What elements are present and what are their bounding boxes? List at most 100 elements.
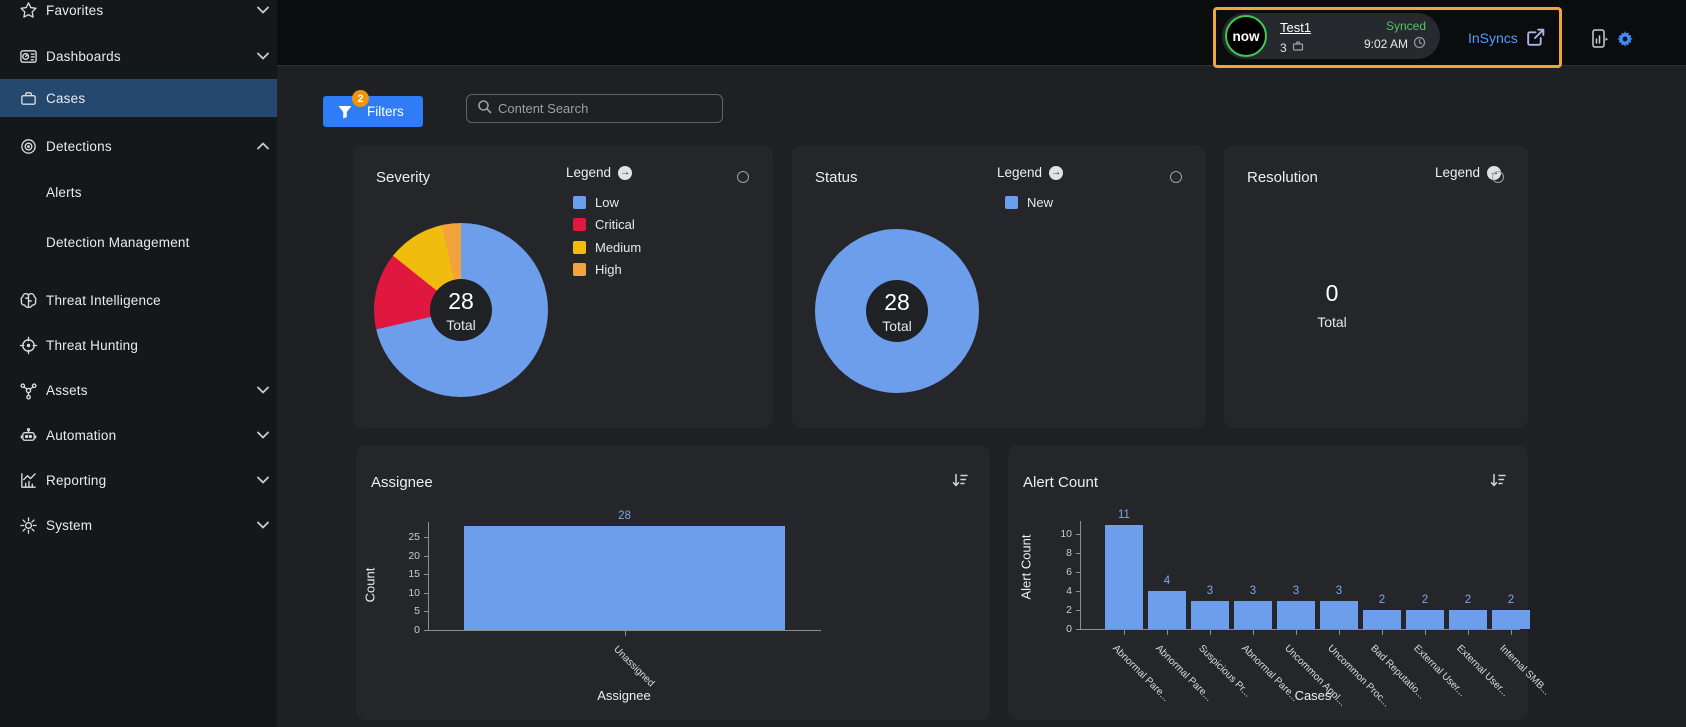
status-donut-center: 28 Total — [866, 280, 928, 342]
content-search-box — [466, 94, 723, 123]
dashboard-icon — [18, 46, 38, 66]
filter-funnel-icon — [337, 104, 353, 123]
sidebar-item-label: Threat Hunting — [46, 337, 139, 353]
legend-label: Medium — [595, 239, 642, 255]
card-circle-icon[interactable] — [1170, 171, 1182, 183]
resolution-card-title: Resolution — [1247, 169, 1318, 186]
instance-name-link[interactable]: Test1 — [1280, 20, 1312, 35]
severity-card-title: Severity — [376, 169, 431, 186]
card-circle-icon[interactable] — [737, 171, 749, 183]
x-axis-tick-mark — [1124, 630, 1125, 635]
bar-value-label: 2 — [1464, 594, 1472, 606]
report-device-icon[interactable] — [1590, 28, 1609, 56]
legend-item-low[interactable]: Low — [573, 194, 619, 210]
chevron-up-icon — [257, 141, 271, 151]
chevron-down-icon — [257, 475, 271, 485]
legend-expand-icon[interactable]: → — [1049, 165, 1064, 180]
y-axis-tick-label: 10 — [408, 586, 420, 599]
bar-0[interactable] — [464, 526, 785, 630]
sidebar-item-label: Alerts — [46, 184, 82, 200]
bar-7[interactable] — [1406, 610, 1444, 629]
sidebar-item-detection-management[interactable]: Detection Management — [0, 223, 277, 261]
star-icon — [18, 0, 38, 20]
sidebar-item-favorites[interactable]: Favorites — [0, 0, 277, 29]
y-axis-title: Alert Count — [1018, 534, 1034, 600]
resolution-total: 0 Total — [1282, 280, 1382, 330]
sidebar-item-reporting[interactable]: Reporting — [0, 461, 277, 499]
legend-swatch — [573, 263, 586, 276]
x-axis-tick-mark — [1425, 630, 1426, 635]
sidebar-item-label: Threat Intelligence — [46, 292, 161, 308]
sidebar-item-threat-hunting[interactable]: Threat Hunting — [0, 326, 277, 364]
y-axis-tick-mark — [424, 555, 428, 557]
chevron-down-icon — [257, 5, 271, 15]
bar-8[interactable] — [1449, 610, 1487, 629]
sidebar-item-alerts[interactable]: Alerts — [0, 173, 277, 211]
y-axis-tick-label: 15 — [408, 568, 420, 581]
instance-pill[interactable]: now Test1 3 Synced 9:02 AM — [1222, 13, 1440, 59]
settings-gear-icon[interactable] — [1616, 30, 1634, 53]
status-legend-header: Legend → — [997, 165, 1064, 180]
severity-donut-chart[interactable]: 28 Total — [374, 223, 548, 397]
legend-item-high[interactable]: High — [573, 262, 622, 278]
status-donut-chart[interactable]: 28 Total — [815, 229, 979, 393]
legend-item-new[interactable]: New — [1005, 194, 1053, 210]
severity-total-value: 28 — [448, 287, 474, 314]
x-axis-tick-mark — [1210, 630, 1211, 635]
y-axis-tick-mark — [424, 592, 428, 594]
severity-legend-header: Legend → — [566, 165, 633, 180]
y-axis-tick-label: 6 — [1066, 566, 1072, 578]
legend-item-medium[interactable]: Medium — [573, 239, 641, 255]
detections-icon — [18, 136, 38, 156]
legend-swatch — [1005, 195, 1018, 209]
assignee-card: Assignee 25 20 15 10 5 0 28 Unassigned Count Assi… — [356, 445, 990, 720]
status-card-title: Status — [815, 169, 858, 186]
sidebar-item-threat-intelligence[interactable]: Threat Intelligence — [0, 281, 277, 319]
y-axis-tick-label: 4 — [1066, 585, 1072, 597]
sidebar-item-automation[interactable]: Automation — [0, 416, 277, 454]
y-axis-title: Count — [362, 567, 378, 603]
bar-3[interactable] — [1234, 600, 1272, 629]
legend-item-critical[interactable]: Critical — [573, 217, 635, 233]
topbar-divider — [277, 65, 1686, 66]
sidebar-item-label: Dashboards — [46, 48, 121, 64]
bar-1[interactable] — [1148, 591, 1186, 629]
sidebar-item-label: Automation — [46, 427, 117, 443]
sidebar-item-dashboards[interactable]: Dashboards — [0, 37, 277, 75]
bar-value-label: 4 — [1163, 575, 1171, 587]
crosshair-icon — [18, 335, 38, 355]
insyncs-link[interactable]: InSyncs — [1468, 30, 1518, 46]
bar-value-label: 2 — [1378, 594, 1386, 606]
content-search-input[interactable] — [498, 101, 714, 116]
sidebar-item-label: Reporting — [46, 472, 107, 488]
x-axis-tick-mark — [1468, 630, 1469, 635]
sync-status-badge: Synced — [1385, 19, 1426, 33]
y-axis-line — [1080, 520, 1081, 629]
instance-highlight-box — [1213, 7, 1562, 68]
bar-value-label: 2 — [1421, 594, 1429, 606]
bar-5[interactable] — [1320, 600, 1358, 629]
card-circle-icon[interactable] — [1492, 171, 1504, 183]
bar-4[interactable] — [1277, 600, 1315, 629]
x-axis-tick-mark — [1511, 630, 1512, 635]
sidebar-item-cases[interactable]: Cases — [0, 79, 277, 117]
sidebar-item-system[interactable]: System — [0, 506, 277, 544]
now-logo-text: now — [1232, 28, 1260, 44]
x-axis-line — [428, 630, 821, 631]
bar-0[interactable] — [1105, 524, 1143, 629]
sidebar-item-label: Assets — [46, 382, 88, 398]
filters-button[interactable]: 2 Filters — [323, 90, 423, 127]
sync-info: Synced 9:02 AM — [1364, 19, 1426, 52]
sidebar-item-detections[interactable]: Detections — [0, 127, 277, 165]
y-axis-tick-mark — [424, 574, 428, 576]
sidebar-item-assets[interactable]: Assets — [0, 371, 277, 409]
bar-9[interactable] — [1492, 610, 1530, 629]
bar-6[interactable] — [1363, 610, 1401, 629]
assignee-card-title: Assignee — [371, 474, 433, 491]
external-link-icon[interactable] — [1524, 26, 1547, 54]
bar-2[interactable] — [1191, 600, 1229, 629]
sort-descending-icon[interactable] — [952, 472, 968, 494]
legend-expand-icon[interactable]: → — [618, 165, 633, 180]
sort-descending-icon[interactable] — [1490, 472, 1506, 494]
